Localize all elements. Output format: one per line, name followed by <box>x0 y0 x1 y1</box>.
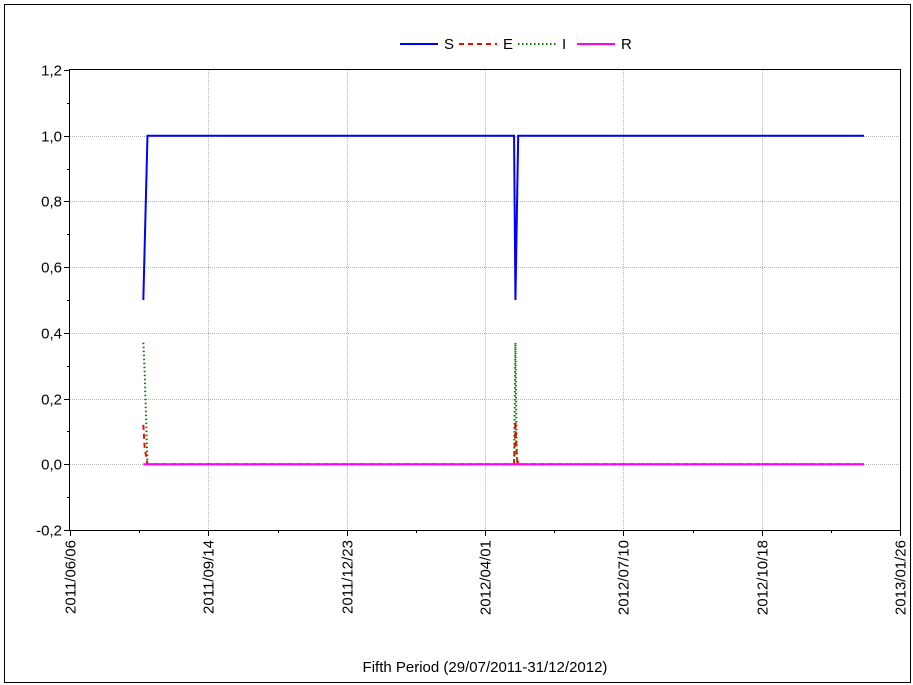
series-line-e <box>142 421 865 466</box>
axes: -0,2 0,0 0,2 0,4 0,6 0,8 1,0 1,2 2011/06/06 2011/… <box>36 63 909 616</box>
legend-label-i: I <box>562 36 566 53</box>
x-tick-label: 2012/04/01 <box>478 540 495 615</box>
x-tick-label: 2011/09/14 <box>201 540 218 614</box>
y-tick-label: 0,8 <box>41 194 62 211</box>
series-layer <box>142 134 865 466</box>
y-tick-label: 0,0 <box>41 457 62 474</box>
y-tick-label: -0,2 <box>36 523 62 540</box>
outer-frame <box>4 4 911 683</box>
x-tick-label: 2012/10/18 <box>755 540 772 615</box>
series-line-s <box>142 134 865 301</box>
y-tick-label: 0,6 <box>41 260 62 277</box>
x-tick-label: 2013/01/26 <box>893 540 910 615</box>
legend-label-e: E <box>503 36 513 53</box>
x-axis-label: Fifth Period (29/07/2011-31/12/2012) <box>363 659 608 676</box>
y-tick-label: 0,2 <box>41 392 62 409</box>
x-tick-label: 2011/12/23 <box>340 540 357 614</box>
grid <box>70 70 900 530</box>
series-line-i <box>142 342 865 466</box>
y-tick-label: 0,4 <box>41 326 62 343</box>
y-tick-label: 1,2 <box>41 63 62 80</box>
legend-label-r: R <box>621 36 632 53</box>
legend-label-s: S <box>444 36 454 53</box>
x-tick-label: 2011/06/06 <box>63 540 80 614</box>
y-tick-label: 1,0 <box>41 129 62 146</box>
x-tick-label: 2012/07/10 <box>616 540 633 615</box>
